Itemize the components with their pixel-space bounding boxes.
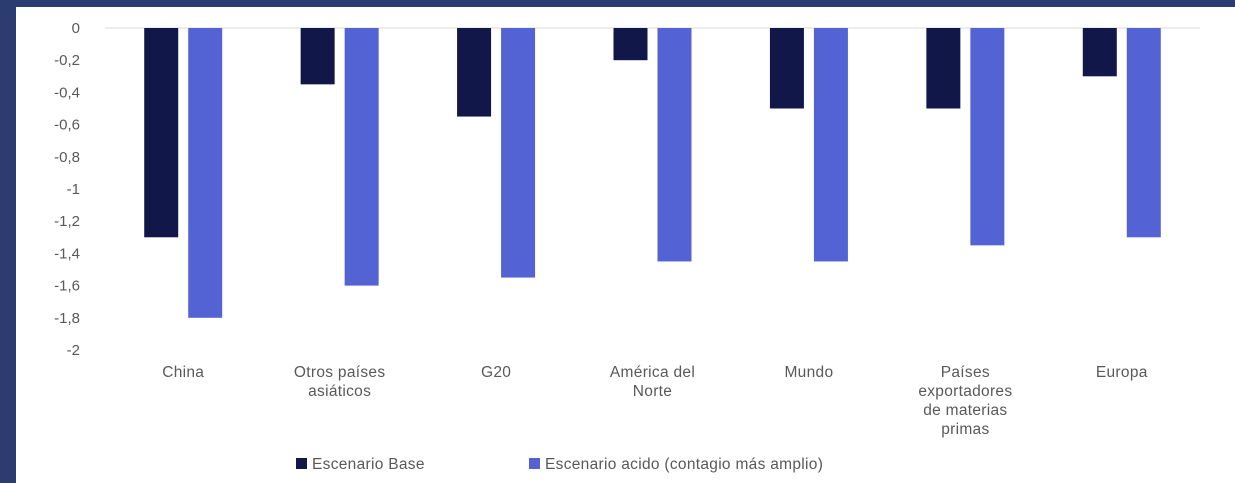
y-tick-label: -0,6 [54,117,80,134]
legend-label: Escenario Base [312,456,425,473]
x-category-label: G20 [481,364,511,381]
x-category-label: exportadores [918,383,1012,400]
bar-base [613,28,648,61]
x-category-label: de materias [923,402,1007,419]
x-category-label: Europa [1096,364,1148,381]
y-tick-label: -1,8 [54,310,80,327]
y-axis-ticks: 0 -0,2 -0,4 -0,6 -0,8 -1 -1,2 -1,4 -1,6 -1,8 -2 [54,20,80,359]
bar-acido [970,28,1005,246]
y-tick-label: -1,2 [54,213,80,230]
bar-acido [344,28,379,286]
legend-label: Escenario acido (contagio más amplio) [545,456,823,473]
bars [144,28,1161,318]
legend-swatch [296,458,307,469]
y-tick-label: -1 [67,181,80,198]
legend-swatch [529,458,540,469]
legend: Escenario Base Escenario acido (contagio … [296,456,823,473]
x-category-label: Mundo [784,364,833,381]
bar-acido [501,28,536,278]
y-tick-label: -0,4 [54,84,80,101]
bar-acido [813,28,848,262]
y-tick-label: -1,6 [54,278,80,295]
bar-base [300,28,335,85]
x-category-label: asiáticos [308,383,371,400]
y-tick-label: -0,8 [54,149,80,166]
y-tick-label: -1,4 [54,245,80,262]
bar-base [769,28,804,109]
bar-base [1082,28,1117,77]
y-tick-label: 0 [72,20,80,37]
bar-acido [657,28,692,262]
bar-base [144,28,179,238]
x-category-label: China [162,364,204,381]
bar-acido [1126,28,1161,238]
x-category-label: Otros países [294,364,385,381]
y-tick-label: -2 [67,342,80,359]
y-tick-label: -0,2 [54,52,80,69]
x-category-label: primas [941,421,989,438]
bar-base [457,28,492,117]
bar-acido [188,28,223,318]
x-category-label: Países [941,364,990,381]
x-category-label: Norte [633,383,672,400]
x-category-label: América del [610,364,695,381]
x-axis-categories: China Otros países asiáticos G20 América del… [162,364,1148,438]
bar-base [926,28,961,109]
